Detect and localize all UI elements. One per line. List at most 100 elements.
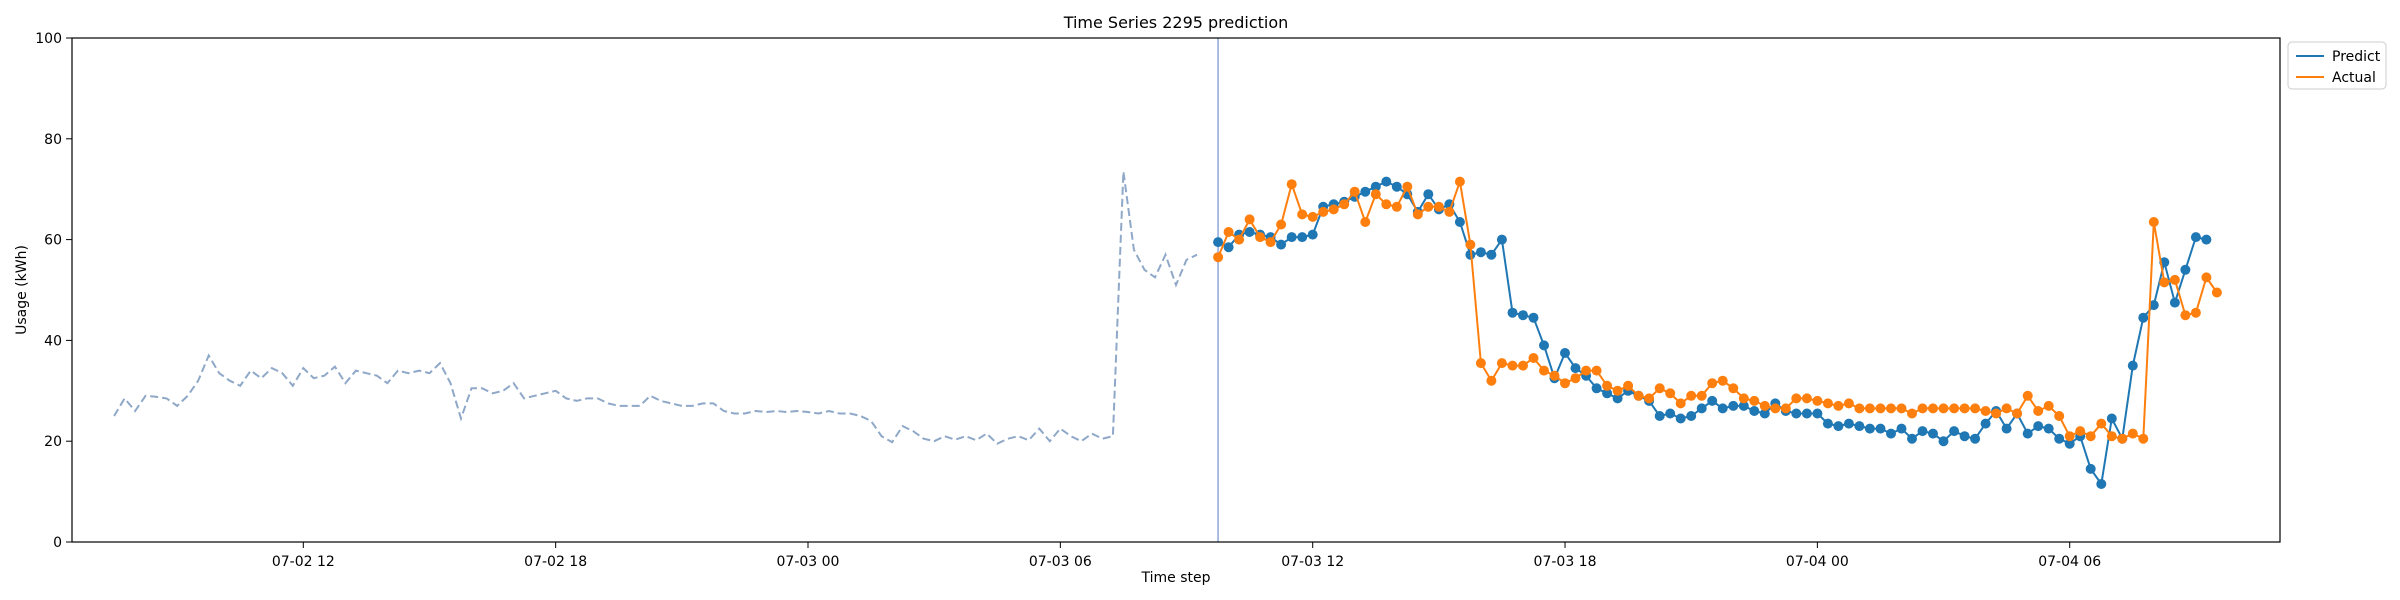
actual-point xyxy=(2012,408,2023,419)
predict-point xyxy=(1938,436,1949,447)
predict-point xyxy=(1612,393,1623,404)
actual-point xyxy=(2127,428,2138,439)
actual-point xyxy=(1507,360,1518,371)
predict-point xyxy=(1423,189,1434,200)
actual-point xyxy=(1917,403,1928,414)
predict-point xyxy=(2001,423,2012,434)
actual-point xyxy=(1770,403,1781,414)
predict-point xyxy=(1917,426,1928,437)
actual-point xyxy=(1370,189,1381,200)
predict-point xyxy=(1591,383,1602,394)
y-tick-label: 100 xyxy=(35,31,62,47)
y-tick-label: 60 xyxy=(44,233,62,249)
actual-point xyxy=(1938,403,1949,414)
actual-point xyxy=(1349,186,1360,197)
actual-point xyxy=(1297,209,1308,220)
predict-point xyxy=(1570,363,1581,374)
predict-point xyxy=(1886,428,1896,439)
actual-point xyxy=(1801,393,1812,404)
x-tick-label: 07-03 12 xyxy=(1281,554,1344,570)
actual-point xyxy=(1738,393,1749,404)
actual-point xyxy=(2117,433,2128,444)
predict-point xyxy=(1507,307,1518,318)
actual-point xyxy=(1213,252,1224,263)
predict-point xyxy=(1560,348,1570,358)
actual-point xyxy=(1907,408,1917,419)
actual-point xyxy=(1276,219,1287,230)
predict-point xyxy=(1717,403,1728,414)
predict-point xyxy=(1665,408,1676,419)
predict-point xyxy=(1791,408,1802,419)
actual-point xyxy=(2169,274,2180,285)
actual-point xyxy=(1539,365,1549,376)
actual-point xyxy=(1612,385,1623,396)
y-tick-label: 40 xyxy=(44,333,62,349)
actual-point xyxy=(2138,433,2149,444)
actual-point xyxy=(1833,400,1844,411)
predict-point xyxy=(1686,411,1697,421)
predict-point xyxy=(1907,433,1917,444)
predict-point xyxy=(1812,408,1823,419)
y-axis: 0 20 40 60 80 100 xyxy=(35,31,72,551)
predict-point xyxy=(1213,237,1224,248)
predict-point xyxy=(1864,423,1875,434)
actual-point xyxy=(1970,403,1981,414)
predict-point xyxy=(1223,242,1234,253)
x-tick-label: 07-03 06 xyxy=(1029,554,1092,570)
actual-point xyxy=(1486,375,1497,386)
actual-point xyxy=(1864,403,1875,414)
actual-point xyxy=(1707,378,1718,389)
predict-point xyxy=(1833,421,1844,432)
y-tick-label: 80 xyxy=(44,132,62,148)
predict-point xyxy=(1602,388,1613,399)
actual-point xyxy=(1749,395,1760,406)
predict-point xyxy=(2180,264,2191,275)
x-axis: 07-02 12 07-02 18 07-03 00 07-03 06 07-03 12… xyxy=(272,542,2101,570)
predict-point xyxy=(1749,406,1760,416)
actual-point xyxy=(1255,232,1266,243)
predict-point xyxy=(1286,232,1297,243)
actual-point xyxy=(1444,206,1455,217)
predict-point xyxy=(1654,411,1665,421)
actual-point xyxy=(1780,403,1791,414)
actual-point xyxy=(1518,360,1528,371)
actual-point xyxy=(2190,307,2201,318)
predict-point xyxy=(1928,428,1938,439)
predict-point xyxy=(2085,463,2096,474)
actual-point xyxy=(1549,370,1560,381)
actual-point xyxy=(1402,181,1413,192)
actual-point xyxy=(1339,199,1350,210)
x-tick-label: 07-03 00 xyxy=(777,554,840,570)
actual-point xyxy=(1381,199,1392,210)
predict-point xyxy=(1244,227,1255,237)
x-tick-label: 07-02 18 xyxy=(524,554,587,570)
predict-point xyxy=(2201,234,2212,245)
actual-point xyxy=(1244,214,1255,225)
actual-point xyxy=(2075,426,2086,437)
actual-point xyxy=(1307,211,1318,222)
predict-point xyxy=(2190,232,2201,243)
predict-point xyxy=(2138,312,2149,323)
y-axis-label: Usage (kWh) xyxy=(14,245,30,335)
actual-point xyxy=(1675,398,1686,409)
actual-point xyxy=(1696,390,1707,401)
legend: Predict Actual xyxy=(2287,41,2387,90)
actual-point xyxy=(1581,365,1592,376)
y-tick-label: 20 xyxy=(44,434,62,450)
actual-point xyxy=(1654,383,1665,394)
predict-point xyxy=(1454,217,1465,227)
actual-point xyxy=(1644,393,1655,404)
actual-point xyxy=(1318,206,1329,217)
predict-point xyxy=(1475,247,1486,258)
predict-point xyxy=(1707,395,1718,406)
actual-point xyxy=(1896,403,1907,414)
plot-frame xyxy=(71,37,2281,543)
predict-point xyxy=(1496,234,1507,245)
predict-point xyxy=(1486,249,1497,260)
predict-point xyxy=(2127,360,2138,371)
actual-point xyxy=(2085,431,2096,442)
actual-point xyxy=(1528,353,1539,363)
predict-point xyxy=(1528,312,1539,323)
predict-point xyxy=(1896,423,1907,434)
